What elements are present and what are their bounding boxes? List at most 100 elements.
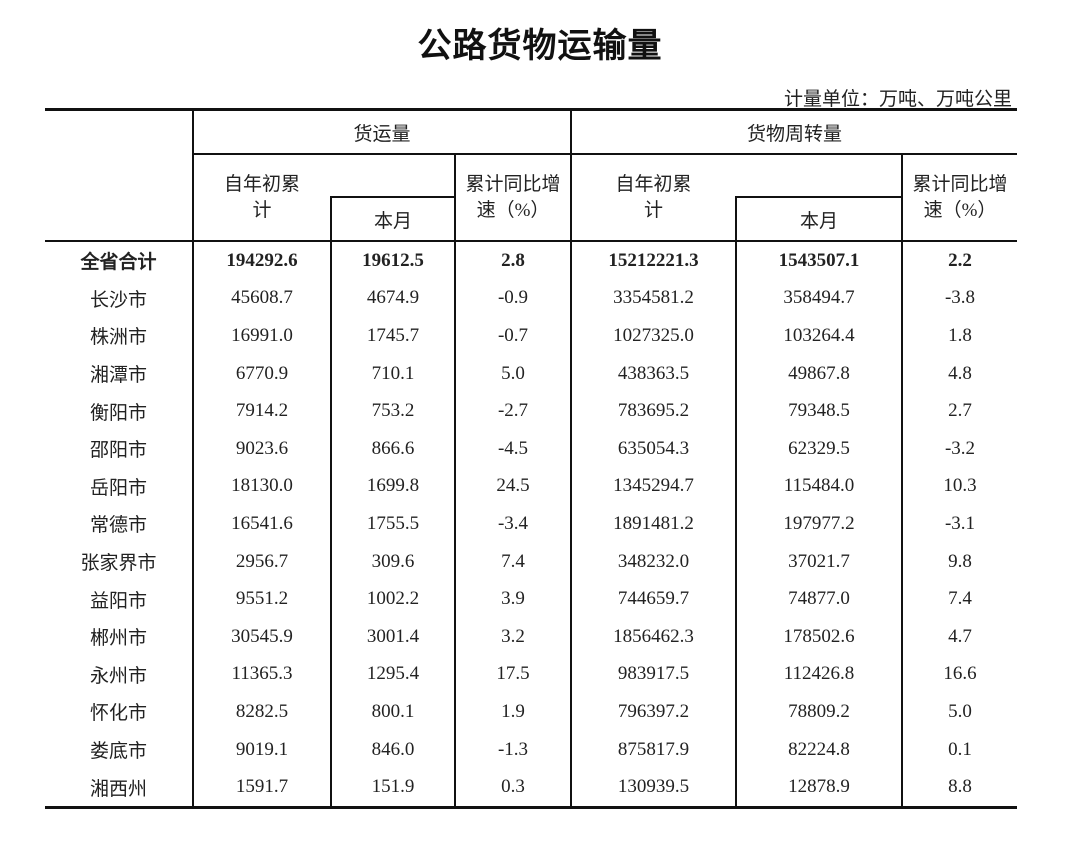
cell-region: 长沙市 [45, 279, 194, 318]
cell-to-growth: 10.3 [900, 467, 1018, 506]
cell-to-ytd: 875817.9 [570, 730, 737, 769]
cell-to-month: 62329.5 [735, 429, 903, 468]
cell-to-ytd: 796397.2 [570, 693, 737, 731]
table-row: 娄底市 9019.1 846.0 -1.3 875817.9 82224.8 0.1 [45, 730, 1018, 769]
cell-region: 岳阳市 [45, 467, 194, 506]
header-turnover: 货物周转量 [569, 108, 1018, 155]
cell-to-growth: 7.4 [900, 580, 1018, 618]
cell-fv-month: 710.1 [330, 354, 456, 393]
cell-fv-month: 800.1 [330, 693, 456, 731]
cell-to-ytd: 3354581.2 [570, 279, 737, 318]
cell-to-growth: 2.2 [900, 241, 1018, 280]
cell-to-month: 82224.8 [735, 730, 903, 769]
cell-to-month: 49867.8 [735, 354, 903, 393]
cell-fv-growth: -4.5 [454, 429, 572, 468]
cell-region: 湘潭市 [45, 354, 194, 393]
cell-to-ytd: 1345294.7 [570, 467, 737, 506]
cell-region: 娄底市 [45, 730, 194, 769]
cell-to-growth: -3.2 [900, 429, 1018, 468]
cell-to-month: 197977.2 [735, 505, 903, 543]
header-to-growth: 累计同比增速（%） [900, 153, 1018, 242]
cell-fv-growth: 17.5 [454, 655, 572, 694]
cell-fv-month: 1745.7 [330, 317, 456, 355]
cell-fv-ytd: 30545.9 [192, 617, 332, 656]
table-row: 株洲市 16991.0 1745.7 -0.7 1027325.0 103264.4 1.8 [45, 317, 1018, 355]
cell-fv-month: 866.6 [330, 429, 456, 468]
cell-fv-ytd: 18130.0 [192, 467, 332, 506]
cell-fv-month: 1699.8 [330, 467, 456, 506]
total-row: 全省合计 194292.6 19612.5 2.8 15212221.3 1543507.… [45, 241, 1018, 280]
cell-fv-month: 753.2 [330, 392, 456, 430]
table-row: 常德市 16541.6 1755.5 -3.4 1891481.2 197977.2 -3.… [45, 505, 1018, 543]
header-to-spacer [736, 154, 903, 198]
cell-fv-month: 4674.9 [330, 279, 456, 318]
table-row: 邵阳市 9023.6 866.6 -4.5 635054.3 62329.5 -3.2 [45, 429, 1018, 468]
cell-fv-growth: -0.7 [454, 317, 572, 355]
cell-fv-growth: -0.9 [454, 279, 572, 318]
cell-region: 衡阳市 [45, 392, 194, 430]
table-row: 衡阳市 7914.2 753.2 -2.7 783695.2 79348.5 2.7 [45, 392, 1018, 430]
cell-to-month: 112426.8 [735, 655, 903, 694]
table-row: 郴州市 30545.9 3001.4 3.2 1856462.3 178502.6 4.7 [45, 617, 1018, 656]
freight-table: 货运量 货物周转量 自年初累计 累计同比增速（%） 自年初累计 累计同比增速（%… [45, 108, 1018, 809]
header-fv-month: 本月 [330, 196, 456, 242]
header-fv-spacer [331, 154, 456, 198]
cell-fv-month: 19612.5 [330, 241, 456, 280]
cell-to-growth: 2.7 [900, 392, 1018, 430]
cell-to-month: 74877.0 [735, 580, 903, 618]
cell-region: 永州市 [45, 655, 194, 694]
cell-to-ytd: 1856462.3 [570, 617, 737, 656]
table-row: 永州市 11365.3 1295.4 17.5 983917.5 112426.8 16.6 [45, 655, 1018, 694]
unit-note: 计量单位：万吨、万吨公里 [783, 89, 1012, 110]
cell-to-growth: 4.7 [900, 617, 1018, 656]
cell-to-growth: 4.8 [900, 354, 1018, 393]
cell-fv-ytd: 7914.2 [192, 392, 332, 430]
cell-region: 全省合计 [45, 241, 194, 280]
cell-to-month: 78809.2 [735, 693, 903, 731]
table-row: 岳阳市 18130.0 1699.8 24.5 1345294.7 115484.0 10.… [45, 467, 1018, 506]
cell-region: 张家界市 [45, 542, 194, 581]
cell-region: 邵阳市 [45, 429, 194, 468]
cell-to-growth: -3.1 [900, 505, 1018, 543]
cell-region: 常德市 [45, 505, 194, 543]
cell-fv-growth: 2.8 [454, 241, 572, 280]
table-row: 湘西州 1591.7 151.9 0.3 130939.5 12878.9 8.8 [45, 768, 1018, 809]
cell-fv-ytd: 9019.1 [192, 730, 332, 769]
header-fv-growth-text: 累计同比增速（%） [465, 173, 561, 221]
cell-fv-growth: 24.5 [454, 467, 572, 506]
cell-to-month: 115484.0 [735, 467, 903, 506]
cell-region: 怀化市 [45, 693, 194, 731]
cell-region: 益阳市 [45, 580, 194, 618]
header-corner [45, 108, 194, 242]
cell-fv-growth: -2.7 [454, 392, 572, 430]
table-row: 益阳市 9551.2 1002.2 3.9 744659.7 74877.0 7.4 [45, 580, 1018, 618]
cell-to-ytd: 983917.5 [570, 655, 737, 694]
cell-fv-ytd: 6770.9 [192, 354, 332, 393]
cell-fv-ytd: 1591.7 [192, 768, 332, 809]
cell-to-ytd: 635054.3 [570, 429, 737, 468]
table-row: 怀化市 8282.5 800.1 1.9 796397.2 78809.2 5.0 [45, 693, 1018, 731]
cell-to-growth: 5.0 [900, 693, 1018, 731]
cell-fv-month: 3001.4 [330, 617, 456, 656]
cell-fv-month: 1755.5 [330, 505, 456, 543]
cell-to-month: 12878.9 [735, 768, 903, 809]
cell-region: 株洲市 [45, 317, 194, 355]
header-to-ytd: 自年初累计 [570, 153, 736, 242]
cell-to-month: 358494.7 [735, 279, 903, 318]
cell-fv-ytd: 11365.3 [192, 655, 332, 694]
cell-to-ytd: 744659.7 [570, 580, 737, 618]
cell-fv-growth: -1.3 [454, 730, 572, 769]
cell-to-month: 79348.5 [735, 392, 903, 430]
cell-fv-month: 309.6 [330, 542, 456, 581]
header-freight-volume: 货运量 [192, 108, 572, 155]
cell-region: 郴州市 [45, 617, 194, 656]
cell-to-growth: 0.1 [900, 730, 1018, 769]
cell-to-growth: 1.8 [900, 317, 1018, 355]
header-fv-ytd-text: 自年初累计 [223, 173, 300, 221]
cell-fv-ytd: 194292.6 [192, 241, 332, 280]
cell-fv-growth: 3.2 [454, 617, 572, 656]
cell-to-ytd: 130939.5 [570, 768, 737, 809]
cell-fv-ytd: 9023.6 [192, 429, 332, 468]
cell-fv-ytd: 16541.6 [192, 505, 332, 543]
cell-fv-growth: 1.9 [454, 693, 572, 731]
